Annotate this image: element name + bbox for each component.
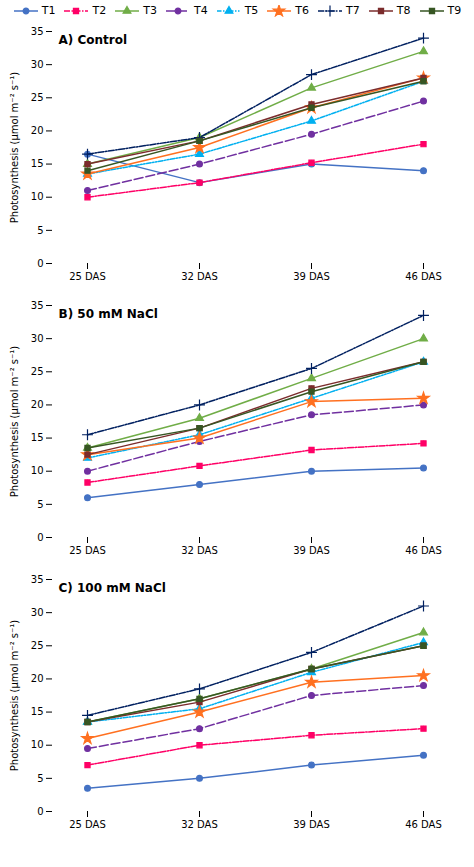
svg-text:39 DAS: 39 DAS (293, 819, 330, 830)
svg-text:C) 100 mM NaCl: C) 100 mM NaCl (59, 581, 166, 595)
svg-text:0: 0 (37, 532, 43, 543)
html-text:T4: T4 (193, 4, 208, 17)
svg-text:46 DAS: 46 DAS (405, 545, 442, 556)
html-text:T9: T9 (447, 4, 462, 17)
html-text:T6: T6 (295, 4, 310, 17)
svg-text:15: 15 (31, 706, 44, 717)
svg-text:B) 50 mM NaCl: B) 50 mM NaCl (59, 307, 158, 321)
svg-text:30: 30 (31, 333, 44, 344)
svg-text:10: 10 (31, 739, 44, 750)
svg-text:35: 35 (31, 26, 44, 37)
svg-text:35: 35 (31, 300, 44, 311)
svg-text:10: 10 (31, 191, 44, 202)
svg-text:46 DAS: 46 DAS (405, 271, 442, 282)
svg-text:20: 20 (31, 125, 44, 136)
svg-text:20: 20 (31, 399, 44, 410)
svg-text:5: 5 (37, 499, 43, 510)
html-text:T8: T8 (396, 4, 411, 17)
svg-text:35: 35 (31, 574, 44, 585)
svg-text:20: 20 (31, 673, 44, 684)
svg-text:30: 30 (31, 607, 44, 618)
html-text:T7: T7 (346, 4, 360, 17)
html-text:T5: T5 (244, 4, 259, 17)
html-text:T2: T2 (92, 4, 107, 17)
svg-text:25: 25 (31, 92, 44, 103)
html-text:T3: T3 (143, 4, 157, 17)
svg-text:0: 0 (37, 806, 43, 817)
svg-text:0: 0 (37, 258, 43, 269)
svg-text:30: 30 (31, 59, 44, 70)
svg-text:25: 25 (31, 366, 44, 377)
svg-text:15: 15 (31, 432, 44, 443)
svg-text:25 DAS: 25 DAS (69, 545, 106, 556)
svg-text:32 DAS: 32 DAS (181, 545, 218, 556)
svg-text:10: 10 (31, 465, 44, 476)
svg-text:5: 5 (37, 225, 43, 236)
svg-text:5: 5 (37, 773, 43, 784)
svg-text:Photosynthesis (μmol m⁻² s⁻¹): Photosynthesis (μmol m⁻² s⁻¹) (9, 620, 20, 772)
svg-text:32 DAS: 32 DAS (181, 819, 218, 830)
svg-text:A) Control: A) Control (59, 33, 128, 47)
svg-text:39 DAS: 39 DAS (293, 271, 330, 282)
html-text:T1: T1 (41, 4, 56, 17)
svg-text:25: 25 (31, 640, 44, 651)
svg-text:25 DAS: 25 DAS (69, 819, 106, 830)
svg-text:39 DAS: 39 DAS (293, 545, 330, 556)
svg-text:15: 15 (31, 158, 44, 169)
svg-text:Photosynthesis (μmol m⁻² s⁻¹): Photosynthesis (μmol m⁻² s⁻¹) (9, 346, 20, 498)
svg-text:32 DAS: 32 DAS (181, 271, 218, 282)
svg-text:46 DAS: 46 DAS (405, 819, 442, 830)
svg-text:25 DAS: 25 DAS (69, 271, 106, 282)
svg-text:Photosynthesis (μmol m⁻² s⁻¹): Photosynthesis (μmol m⁻² s⁻¹) (9, 72, 20, 224)
